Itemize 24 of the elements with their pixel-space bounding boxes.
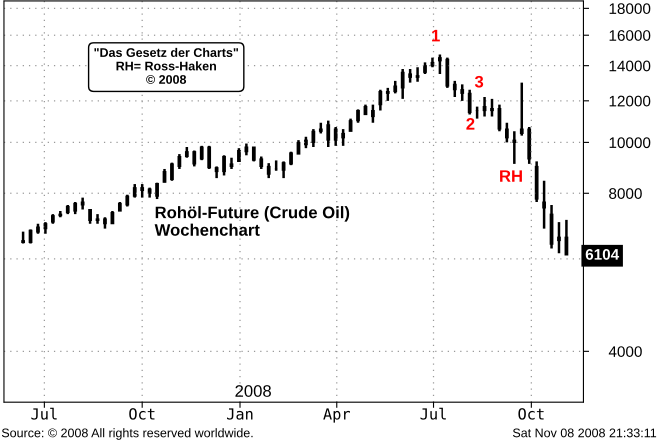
y-tick-label: 8000 (609, 188, 642, 199)
text: Wochenchart (154, 224, 260, 236)
annotation: 2008 (235, 385, 271, 397)
text: Rohöl-Future (Crude Oil) (156, 206, 350, 222)
x-tick-label: Oct (518, 408, 544, 420)
annotation: 1 (432, 30, 440, 42)
text: Sat Nov 08 2008 21:33:11 (512, 428, 656, 438)
x-tick-label: Jul (420, 408, 446, 420)
y-tick-label: 4000 (608, 346, 642, 358)
source-note: Source: © 2008 All rights reserved worldwide. (2, 428, 253, 440)
annotation: RH (500, 170, 522, 182)
y-tick-label: 12000 (610, 96, 650, 107)
y-tick-label: 16000 (610, 30, 650, 41)
x-tick-label: Jan (227, 408, 252, 420)
x-tick-label: Jul (31, 408, 57, 420)
y-tick-label: 18000 (610, 3, 650, 14)
annotation: 3 (474, 76, 484, 88)
x-tick-label: Oct (129, 408, 154, 420)
annotation: "Das Gesetz der Charts" RH= Ross-Haken © 2008 (94, 48, 238, 84)
y-tick-label: 14000 (610, 60, 650, 72)
y-tick-label: 10000 (610, 137, 650, 148)
x-tick-label: Apr (323, 408, 350, 423)
text: 6104 (586, 249, 620, 260)
annotation: 2 (466, 118, 474, 130)
